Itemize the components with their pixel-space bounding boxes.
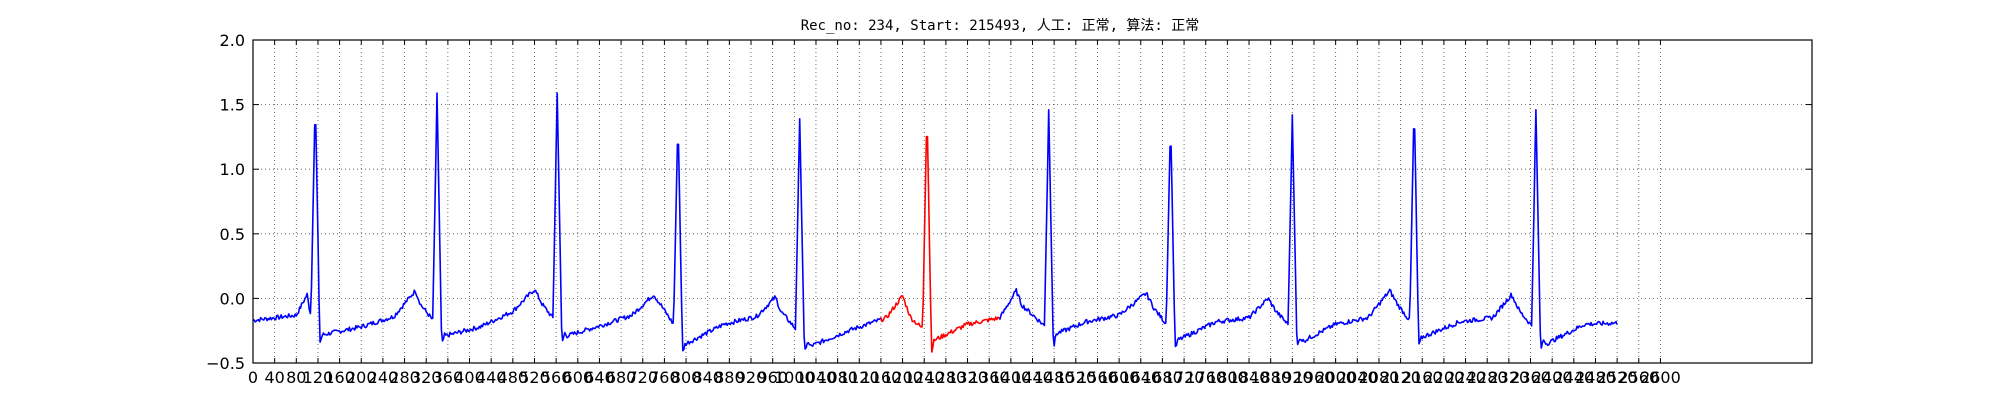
y-tick-label: 0.5: [220, 225, 245, 244]
x-tick-label: 1560: [1077, 368, 1118, 387]
x-tick-label: 80: [286, 368, 306, 387]
x-tick-label: 920: [736, 368, 767, 387]
x-tick-label: 2400: [1532, 368, 1573, 387]
x-tick-label: 2520: [1597, 368, 1638, 387]
x-tick-label: 160: [324, 368, 355, 387]
x-tick-label: 2160: [1402, 368, 1443, 387]
x-tick-label: 1040: [796, 368, 837, 387]
x-tick-label: 1720: [1164, 368, 1205, 387]
x-tick-label: 720: [627, 368, 658, 387]
x-tick-label: 760: [649, 368, 680, 387]
x-tick-label: 0: [248, 368, 258, 387]
x-tick-label: 880: [714, 368, 745, 387]
y-tick-label: 1.5: [220, 96, 245, 115]
y-tick-label: 0.0: [220, 289, 245, 308]
x-tick-label: 2320: [1489, 368, 1530, 387]
x-tick-label: 1000: [774, 368, 815, 387]
x-tick-label: 2080: [1359, 368, 1400, 387]
x-tick-label: 2600: [1640, 368, 1681, 387]
x-tick-label: 1520: [1055, 368, 1096, 387]
x-tick-label: 120: [303, 368, 334, 387]
x-tick-label: 320: [411, 368, 442, 387]
x-axis: 0 40 8012016020024028032036040044048052056…: [248, 40, 1681, 387]
x-tick-label: 440: [476, 368, 507, 387]
chart-title: Rec_no: 234, Start: 215493, 人工: 正常, 算法: …: [801, 18, 1200, 34]
x-tick-label: 280: [389, 368, 420, 387]
x-tick-label: 1920: [1272, 368, 1313, 387]
x-tick-label: 600: [563, 368, 594, 387]
x-tick-label: 240: [368, 368, 399, 387]
x-tick-label: 1400: [990, 368, 1031, 387]
series-line-highlight: [880, 135, 1001, 353]
x-tick-label: 840: [692, 368, 723, 387]
y-tick-label: −0.5: [206, 354, 245, 373]
x-tick-label: 680: [606, 368, 637, 387]
x-tick-label: 2360: [1510, 368, 1551, 387]
x-tick-label: 2120: [1380, 368, 1421, 387]
x-tick-label: 1200: [882, 368, 923, 387]
x-tick-label: 1680: [1142, 368, 1183, 387]
x-tick-label: 2200: [1424, 368, 1465, 387]
x-tick-label: 1840: [1229, 368, 1270, 387]
x-tick-label: 520: [519, 368, 550, 387]
x-tick-label: 2440: [1553, 368, 1594, 387]
x-tick-label: 1600: [1099, 368, 1140, 387]
x-tick-label: 200: [346, 368, 377, 387]
x-tick-label: 2280: [1467, 368, 1508, 387]
x-tick-label: 1640: [1120, 368, 1161, 387]
x-tick-label: 2480: [1575, 368, 1616, 387]
x-tick-label: 1480: [1034, 368, 1075, 387]
x-tick-label: 1760: [1185, 368, 1226, 387]
series-line-normal: [999, 109, 1618, 349]
y-tick-label: 1.0: [220, 160, 245, 179]
x-tick-label: 1360: [969, 368, 1010, 387]
x-tick-label: 560: [541, 368, 572, 387]
x-tick-label: 1280: [926, 368, 967, 387]
plot-frame: [252, 39, 1813, 364]
x-tick-label: 400: [454, 368, 485, 387]
y-axis: 2.0 1.5 1.0 0.5 0.0 −0.5: [206, 31, 1812, 373]
x-tick-label: 1800: [1207, 368, 1248, 387]
x-tick-label: 360: [433, 368, 464, 387]
x-tick-label: 480: [498, 368, 529, 387]
x-tick-label: 1080: [817, 368, 858, 387]
x-tick-label: 1120: [839, 368, 880, 387]
x-tick-label: 640: [584, 368, 615, 387]
grid: [252, 39, 1812, 364]
x-tick-label: 800: [671, 368, 702, 387]
series-line-normal: [252, 92, 882, 352]
y-tick-label: 2.0: [220, 31, 245, 50]
x-tick-label: 1160: [861, 368, 902, 387]
x-tick-label: 1240: [904, 368, 945, 387]
x-tick-label: 40: [264, 368, 284, 387]
x-tick-label: 1880: [1250, 368, 1291, 387]
x-tick-label: 1960: [1294, 368, 1335, 387]
x-tick-label: 1440: [1012, 368, 1053, 387]
x-tick-label: 960: [757, 368, 788, 387]
x-tick-label: 2240: [1445, 368, 1486, 387]
x-tick-label: 2560: [1618, 368, 1659, 387]
x-tick-label: 2000: [1315, 368, 1356, 387]
x-tick-label: 1320: [947, 368, 988, 387]
series-layer: [252, 92, 1618, 353]
x-tick-label: 2040: [1337, 368, 1378, 387]
